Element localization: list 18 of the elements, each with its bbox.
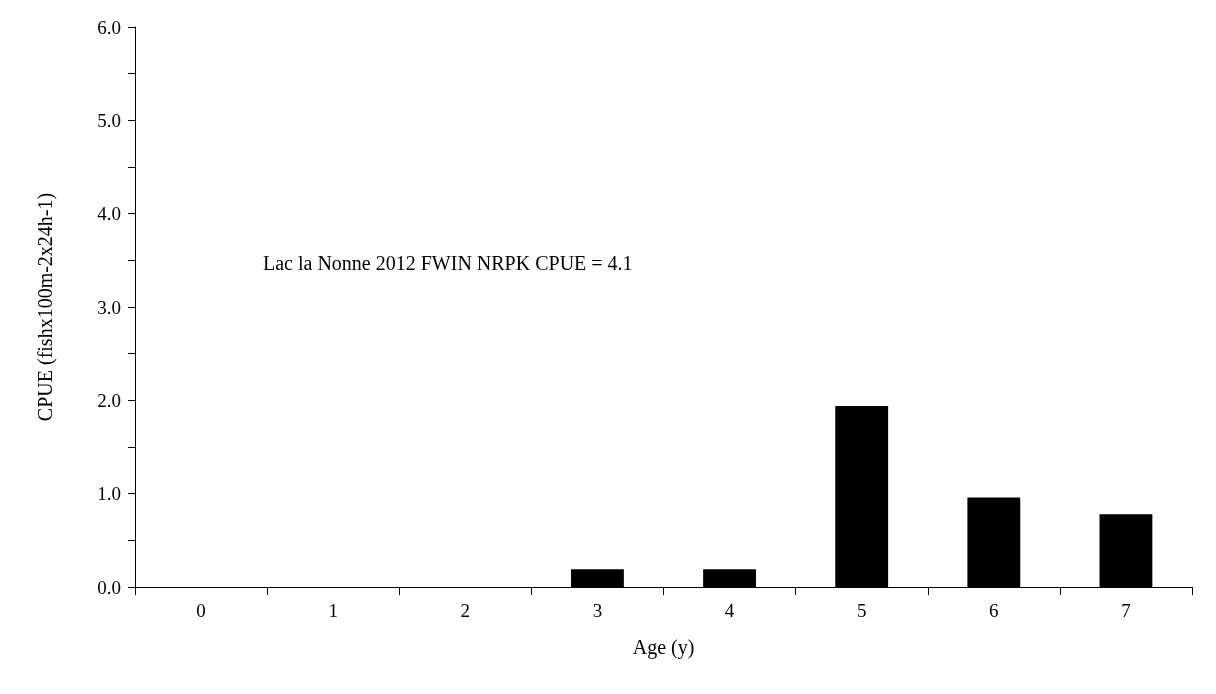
- y-tick-label: 1.0: [97, 483, 121, 505]
- y-tick-label: 6.0: [97, 16, 121, 38]
- y-tick-label: 2.0: [97, 389, 121, 411]
- y-tick-label: 4.0: [97, 203, 121, 225]
- x-tick-label: 0: [196, 600, 206, 621]
- x-tick-label: 6: [989, 600, 999, 621]
- y-tick-label: 5.0: [97, 109, 121, 131]
- y-tick-label: 0.0: [97, 576, 121, 598]
- x-tick-label: 7: [1121, 600, 1131, 621]
- y-axis-title: CPUE (fishx100m-2x24h-1): [34, 192, 57, 422]
- x-axis-title: Age (y): [632, 636, 695, 659]
- x-tick-label: 4: [724, 600, 735, 621]
- x-tick-label: 5: [856, 600, 867, 621]
- annotation: Lac la Nonne 2012 FWIN NRPK CPUE = 4.1: [263, 252, 633, 274]
- y-tick-label: 3.0: [97, 296, 121, 318]
- x-tick-label: 1: [328, 600, 338, 621]
- x-tick-label: 2: [460, 600, 471, 621]
- x-tick-label: 3: [592, 600, 603, 621]
